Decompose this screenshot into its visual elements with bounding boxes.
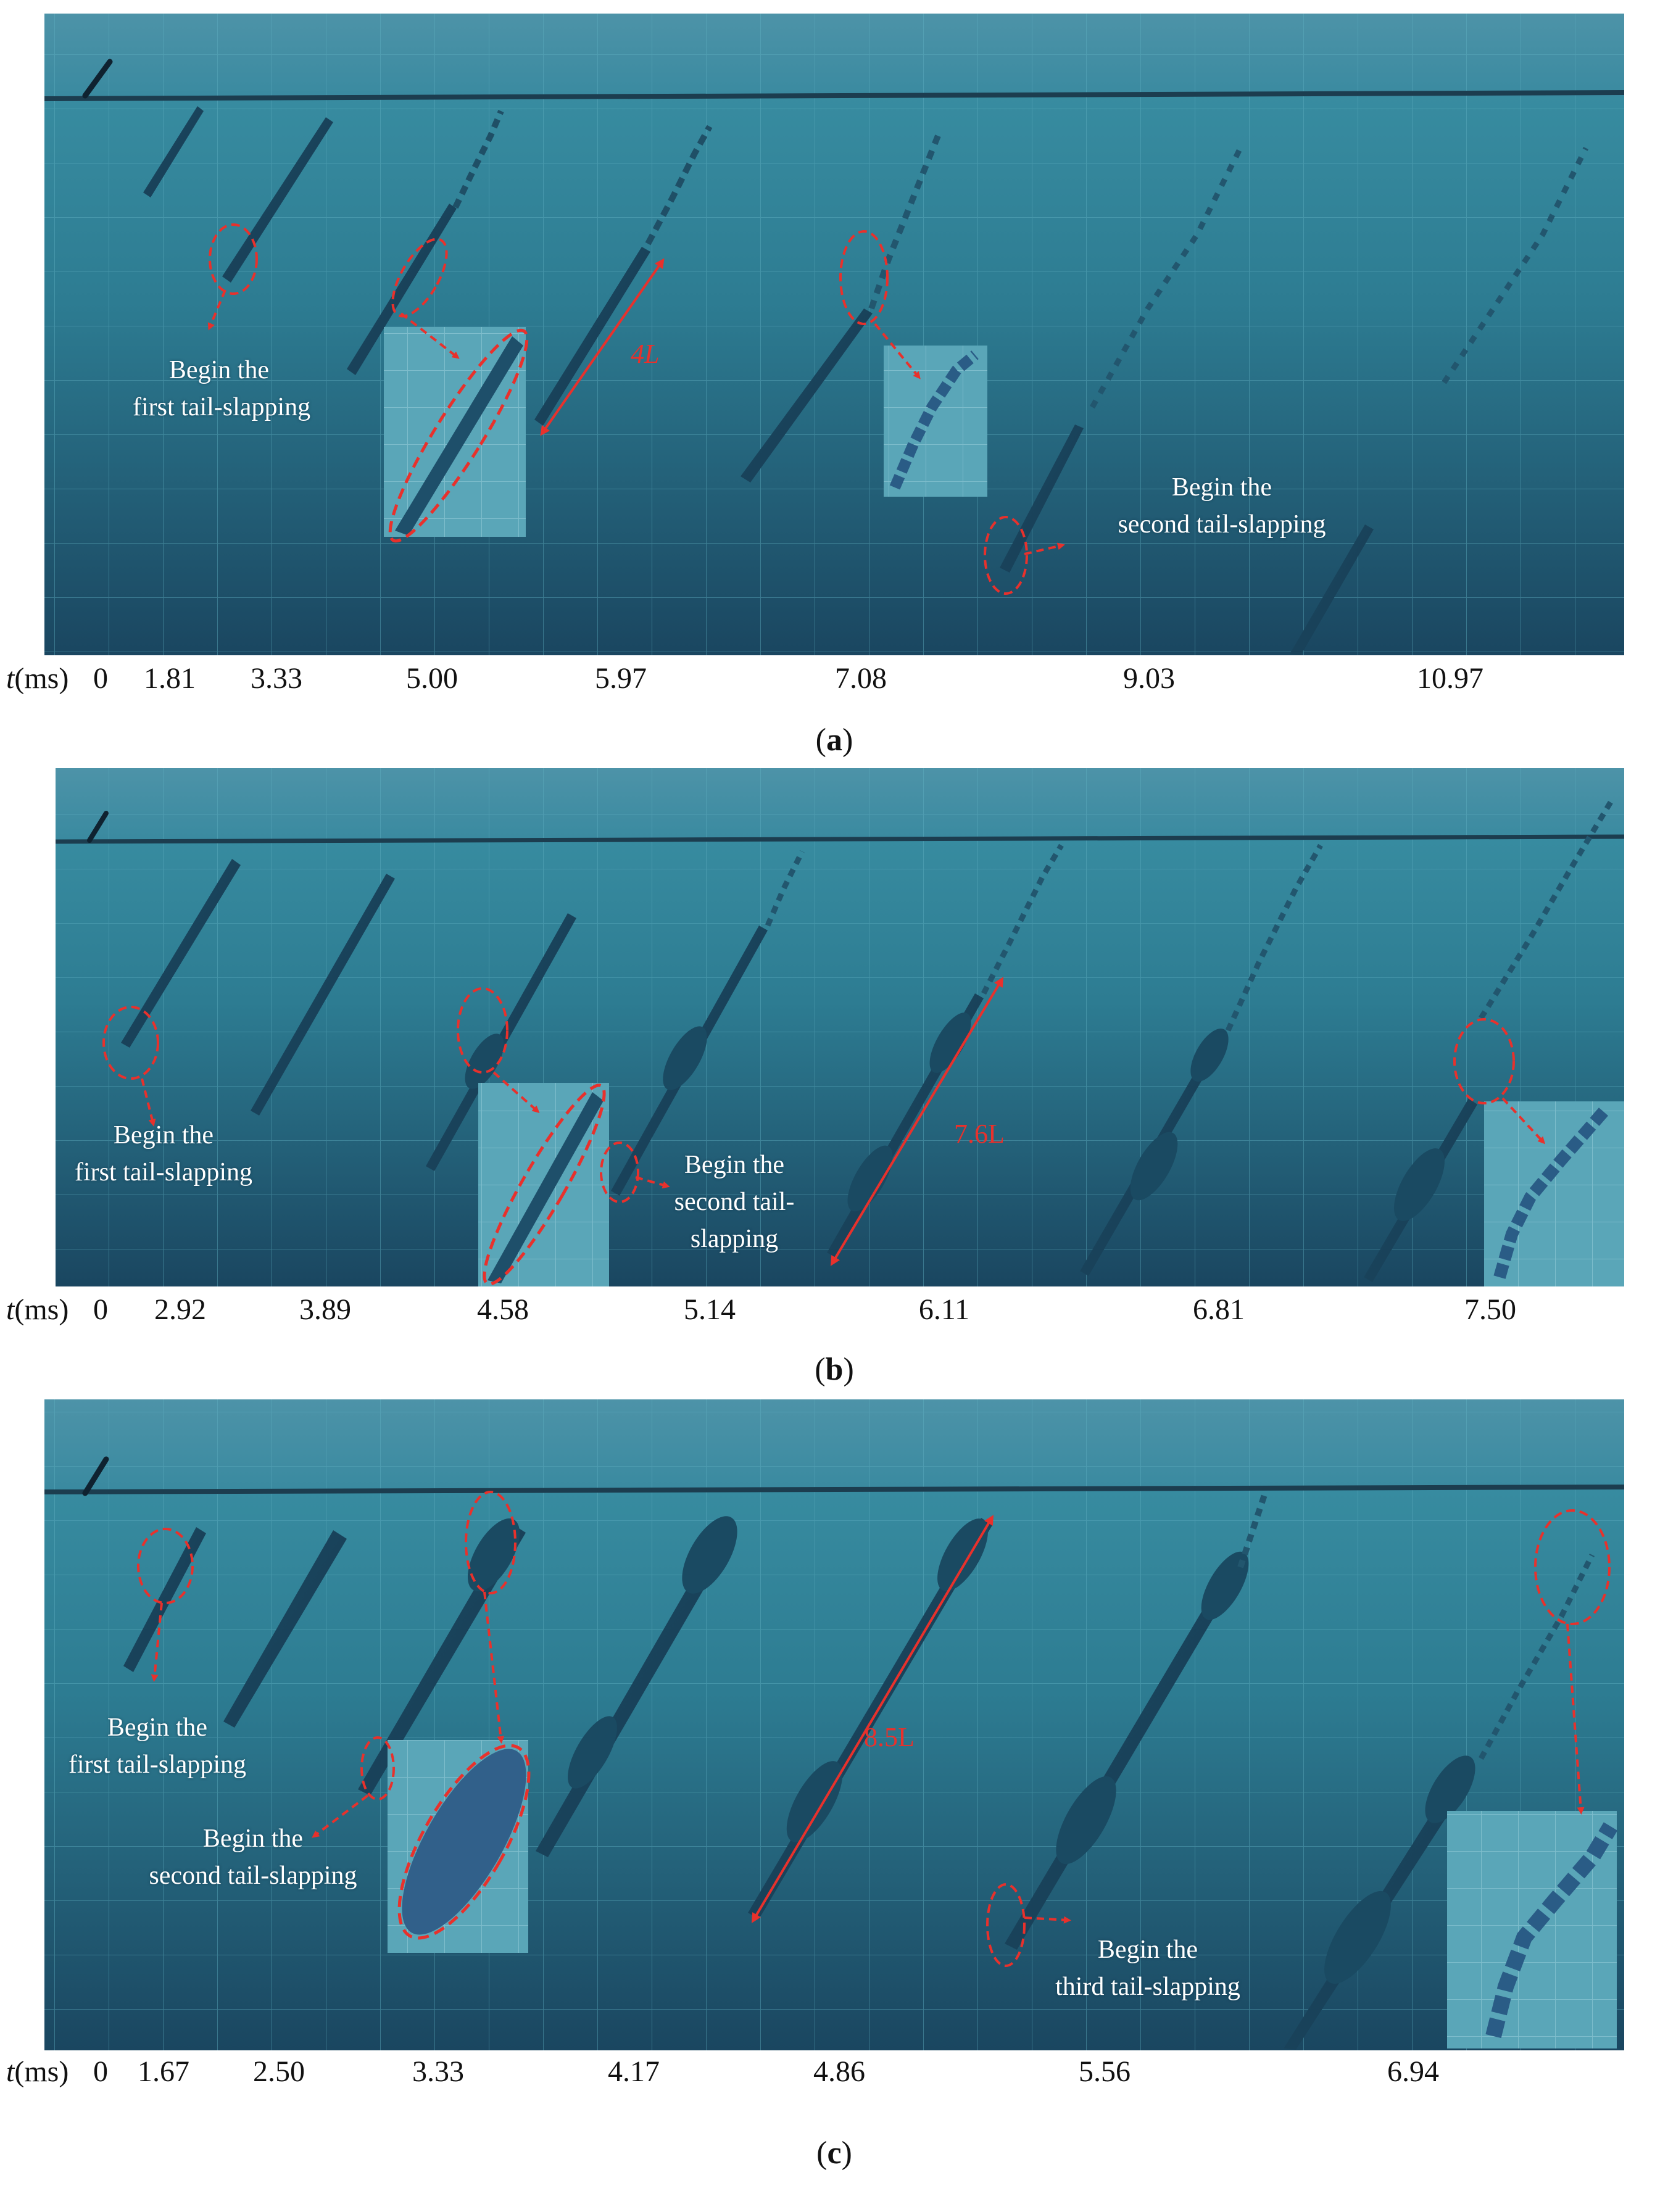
dimension-label: 4L [631, 339, 660, 369]
annotation-line: slapping [690, 1225, 779, 1253]
time-label: 10.97 [1417, 662, 1483, 695]
time-label: 6.94 [1387, 2055, 1439, 2088]
frame [526, 14, 785, 655]
frame [1348, 768, 1624, 1286]
annotation-line: Begin the [202, 1825, 304, 1853]
time-label: 3.33 [412, 2055, 464, 2088]
frame [250, 768, 417, 1286]
annotation-line: Begin the [168, 356, 270, 384]
frame [1074, 768, 1348, 1286]
frame [123, 14, 215, 655]
time-label: 0 [93, 662, 108, 695]
annotation-third-tail-slapping: Begin the third tail-slapping [1049, 1931, 1247, 2005]
time-axis-unit: (ms) [14, 662, 69, 695]
time-axis-unit: (ms) [14, 2055, 69, 2088]
time-label: 5.14 [684, 1293, 736, 1326]
caption-open: ( [815, 723, 826, 758]
annotation-line: second tail-slapping [149, 1862, 357, 1890]
panel-c-photo-strip [44, 1399, 1624, 2050]
annotation-first-tail-slapping: Begin the first tail-slapping [133, 352, 311, 426]
frame [1042, 14, 1334, 655]
time-label: 7.50 [1464, 1293, 1516, 1326]
time-axis-label: t(ms) [6, 1293, 69, 1326]
time-label: 1.81 [144, 662, 196, 695]
annotation-line: Begin the [113, 1121, 214, 1149]
frame [1334, 14, 1624, 655]
frame [821, 768, 1074, 1286]
time-label: 4.86 [813, 2055, 865, 2088]
annotation-line: Begin the [1097, 1936, 1198, 1964]
time-label: 4.58 [477, 1293, 529, 1326]
time-label: 2.92 [154, 1293, 206, 1326]
time-label: 0 [93, 1293, 108, 1326]
time-label: 3.89 [299, 1293, 351, 1326]
frame [529, 1399, 757, 2050]
annotation-first-tail-slapping: Begin the first tail-slapping [59, 1117, 268, 1191]
panel-caption: (b) [815, 1351, 854, 1388]
frame [215, 14, 342, 655]
panel-caption: (c) [816, 2135, 852, 2171]
frame [417, 768, 608, 1286]
time-label: 5.56 [1079, 2055, 1131, 2088]
caption-letter: a [826, 723, 842, 758]
time-label: 4.17 [608, 2055, 660, 2088]
annotation-line: first tail-slapping [133, 393, 311, 421]
frame [56, 768, 120, 1286]
time-label: 5.97 [595, 662, 647, 695]
frame [44, 14, 123, 655]
frame [342, 14, 526, 655]
caption-letter: b [825, 1352, 844, 1387]
time-label: 9.03 [1123, 662, 1175, 695]
annotation-first-tail-slapping: Begin the first tail-slapping [52, 1709, 262, 1783]
frame [351, 1399, 529, 2050]
dimension-label: 8.5L [864, 1722, 915, 1752]
panel-caption: (a) [816, 722, 853, 758]
panel-b-photo-strip [56, 768, 1624, 1286]
time-label: 1.67 [138, 2055, 189, 2088]
annotation-line: first tail-slapping [68, 1750, 247, 1779]
time-label: 3.33 [251, 662, 302, 695]
annotation-second-tail-slapping: Begin the second tail-slapping [1117, 469, 1327, 543]
time-label: 6.11 [918, 1293, 970, 1326]
caption-close: ) [842, 723, 853, 758]
caption-close: ) [843, 1352, 854, 1387]
dimension-label: 7.6L [954, 1119, 1005, 1149]
frame [120, 768, 250, 1286]
time-label: 5.00 [406, 662, 458, 695]
caption-close: ) [841, 2135, 852, 2171]
annotation-second-tail-slapping: Begin the second tail-slapping [136, 1820, 370, 1894]
annotation-line: Begin the [1171, 473, 1272, 502]
time-label: 7.08 [835, 662, 887, 695]
time-axis-unit: (ms) [14, 1293, 69, 1326]
annotation-line: second tail- [674, 1188, 795, 1216]
caption-letter: c [827, 2135, 842, 2171]
annotation-line: Begin the [107, 1713, 208, 1742]
annotation-line: third tail-slapping [1055, 1973, 1240, 2001]
annotation-line: first tail-slapping [74, 1158, 253, 1187]
frame [785, 14, 1042, 655]
time-label: 6.81 [1193, 1293, 1245, 1326]
annotation-line: second tail-slapping [1118, 510, 1326, 539]
caption-open: ( [816, 2135, 828, 2171]
annotation-line: Begin the [684, 1151, 785, 1179]
time-axis-label: t(ms) [6, 2055, 69, 2088]
time-axis-label: t(ms) [6, 662, 69, 695]
panel-a-photo-strip [44, 14, 1624, 655]
time-label: 2.50 [253, 2055, 305, 2088]
caption-open: ( [815, 1352, 826, 1387]
annotation-second-tail-slapping: Begin the second tail- slapping [654, 1146, 815, 1257]
frame [1288, 1399, 1624, 2050]
time-label: 0 [93, 2055, 108, 2088]
